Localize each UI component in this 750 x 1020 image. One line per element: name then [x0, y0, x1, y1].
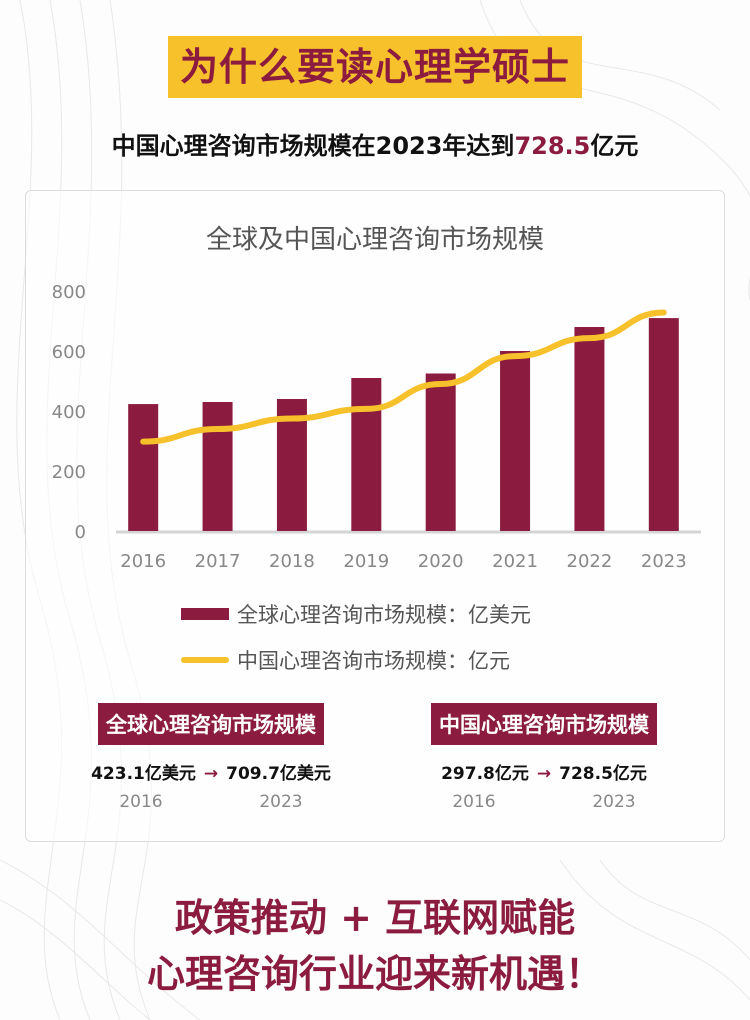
footer-line-1: 政策推动 + 互联网赋能 — [174, 896, 576, 940]
line-series-china — [140, 309, 667, 445]
stat-from-value: 297.8亿元 — [441, 764, 529, 784]
y-tick-label: 0 — [75, 522, 86, 543]
x-tick-label: 2017 — [195, 551, 241, 572]
y-tick-label: 800 — [52, 282, 86, 303]
bar-2019 — [351, 378, 382, 531]
x-tick-label: 2020 — [418, 551, 464, 572]
bar-2016 — [128, 404, 159, 531]
stat-values: 297.8亿元 → 728.5亿元 — [404, 759, 684, 784]
legend: 全球心理咨询市场规模：亿美元 中国心理咨询市场规模：亿元 — [181, 591, 531, 683]
arrow-right-icon: → — [536, 764, 552, 784]
chart: 0 200 400 600 800 2016 2017 2018 2019 2020 2021 202… — [52, 282, 701, 572]
bar-2022 — [574, 327, 605, 531]
stat-to-value: 709.7亿美元 — [226, 764, 331, 784]
x-tick-label: 2016 — [120, 551, 166, 572]
x-tick-label: 2021 — [492, 551, 538, 572]
bar-2023 — [648, 318, 679, 531]
subtitle: 中国心理咨询市场规模在2023年达到728.5亿元 — [0, 126, 750, 161]
subtitle-prefix: 中国心理咨询市场规模在2023年达到 — [111, 132, 515, 160]
stat-values: 423.1亿美元 → 709.7亿美元 — [71, 759, 351, 784]
stat-to-year: 2023 — [592, 792, 636, 812]
page-title: 为什么要读心理学硕士 — [167, 36, 582, 98]
stat-heading: 中国心理咨询市场规模 — [431, 703, 657, 745]
x-tick-label: 2019 — [343, 551, 389, 572]
chart-title: 全球及中国心理咨询市场规模 — [205, 225, 544, 255]
legend-label: 全球心理咨询市场规模：亿美元 — [237, 603, 531, 627]
y-tick-label: 400 — [52, 402, 86, 423]
stat-years: 2016 2023 — [71, 792, 351, 812]
bar-2021 — [500, 351, 531, 531]
arrow-right-icon: → — [203, 764, 219, 784]
y-tick-label: 200 — [52, 462, 86, 483]
stat-from-year: 2016 — [119, 792, 163, 812]
legend-bar-swatch — [181, 608, 229, 620]
legend-line-swatch — [181, 657, 229, 663]
legend-label: 中国心理咨询市场规模：亿元 — [237, 649, 510, 673]
bar-2017 — [202, 402, 233, 531]
title-wrap: 为什么要读心理学硕士 — [0, 36, 750, 98]
bar-2020 — [425, 373, 456, 531]
chart-card: 全球及中国心理咨询市场规模 0 200 400 600 800 2016 2017 2018 2… — [25, 190, 725, 842]
x-tick-label: 2018 — [269, 551, 315, 572]
y-tick-label: 600 — [52, 342, 86, 363]
footer-slogan: 政策推动 + 互联网赋能 心理咨询行业迎来新机遇！ — [0, 890, 750, 1002]
stat-from-value: 423.1亿美元 — [91, 764, 196, 784]
stat-years: 2016 2023 — [404, 792, 684, 812]
footer-line-2: 心理咨询行业迎来新机遇！ — [146, 952, 603, 996]
subtitle-highlight: 728.5 — [514, 132, 591, 160]
legend-item-global: 全球心理咨询市场规模：亿美元 — [181, 591, 531, 637]
stat-to-year: 2023 — [259, 792, 303, 812]
stat-to-value: 728.5亿元 — [559, 764, 647, 784]
legend-item-china: 中国心理咨询市场规模：亿元 — [181, 637, 531, 683]
stat-global: 全球心理咨询市场规模 423.1亿美元 → 709.7亿美元 2016 2023 — [71, 703, 351, 812]
x-tick-label: 2022 — [567, 551, 613, 572]
x-tick-label: 2023 — [641, 551, 687, 572]
stat-heading: 全球心理咨询市场规模 — [98, 703, 324, 745]
stat-china: 中国心理咨询市场规模 297.8亿元 → 728.5亿元 2016 2023 — [404, 703, 684, 812]
stat-from-year: 2016 — [452, 792, 496, 812]
subtitle-suffix: 亿元 — [590, 132, 639, 160]
